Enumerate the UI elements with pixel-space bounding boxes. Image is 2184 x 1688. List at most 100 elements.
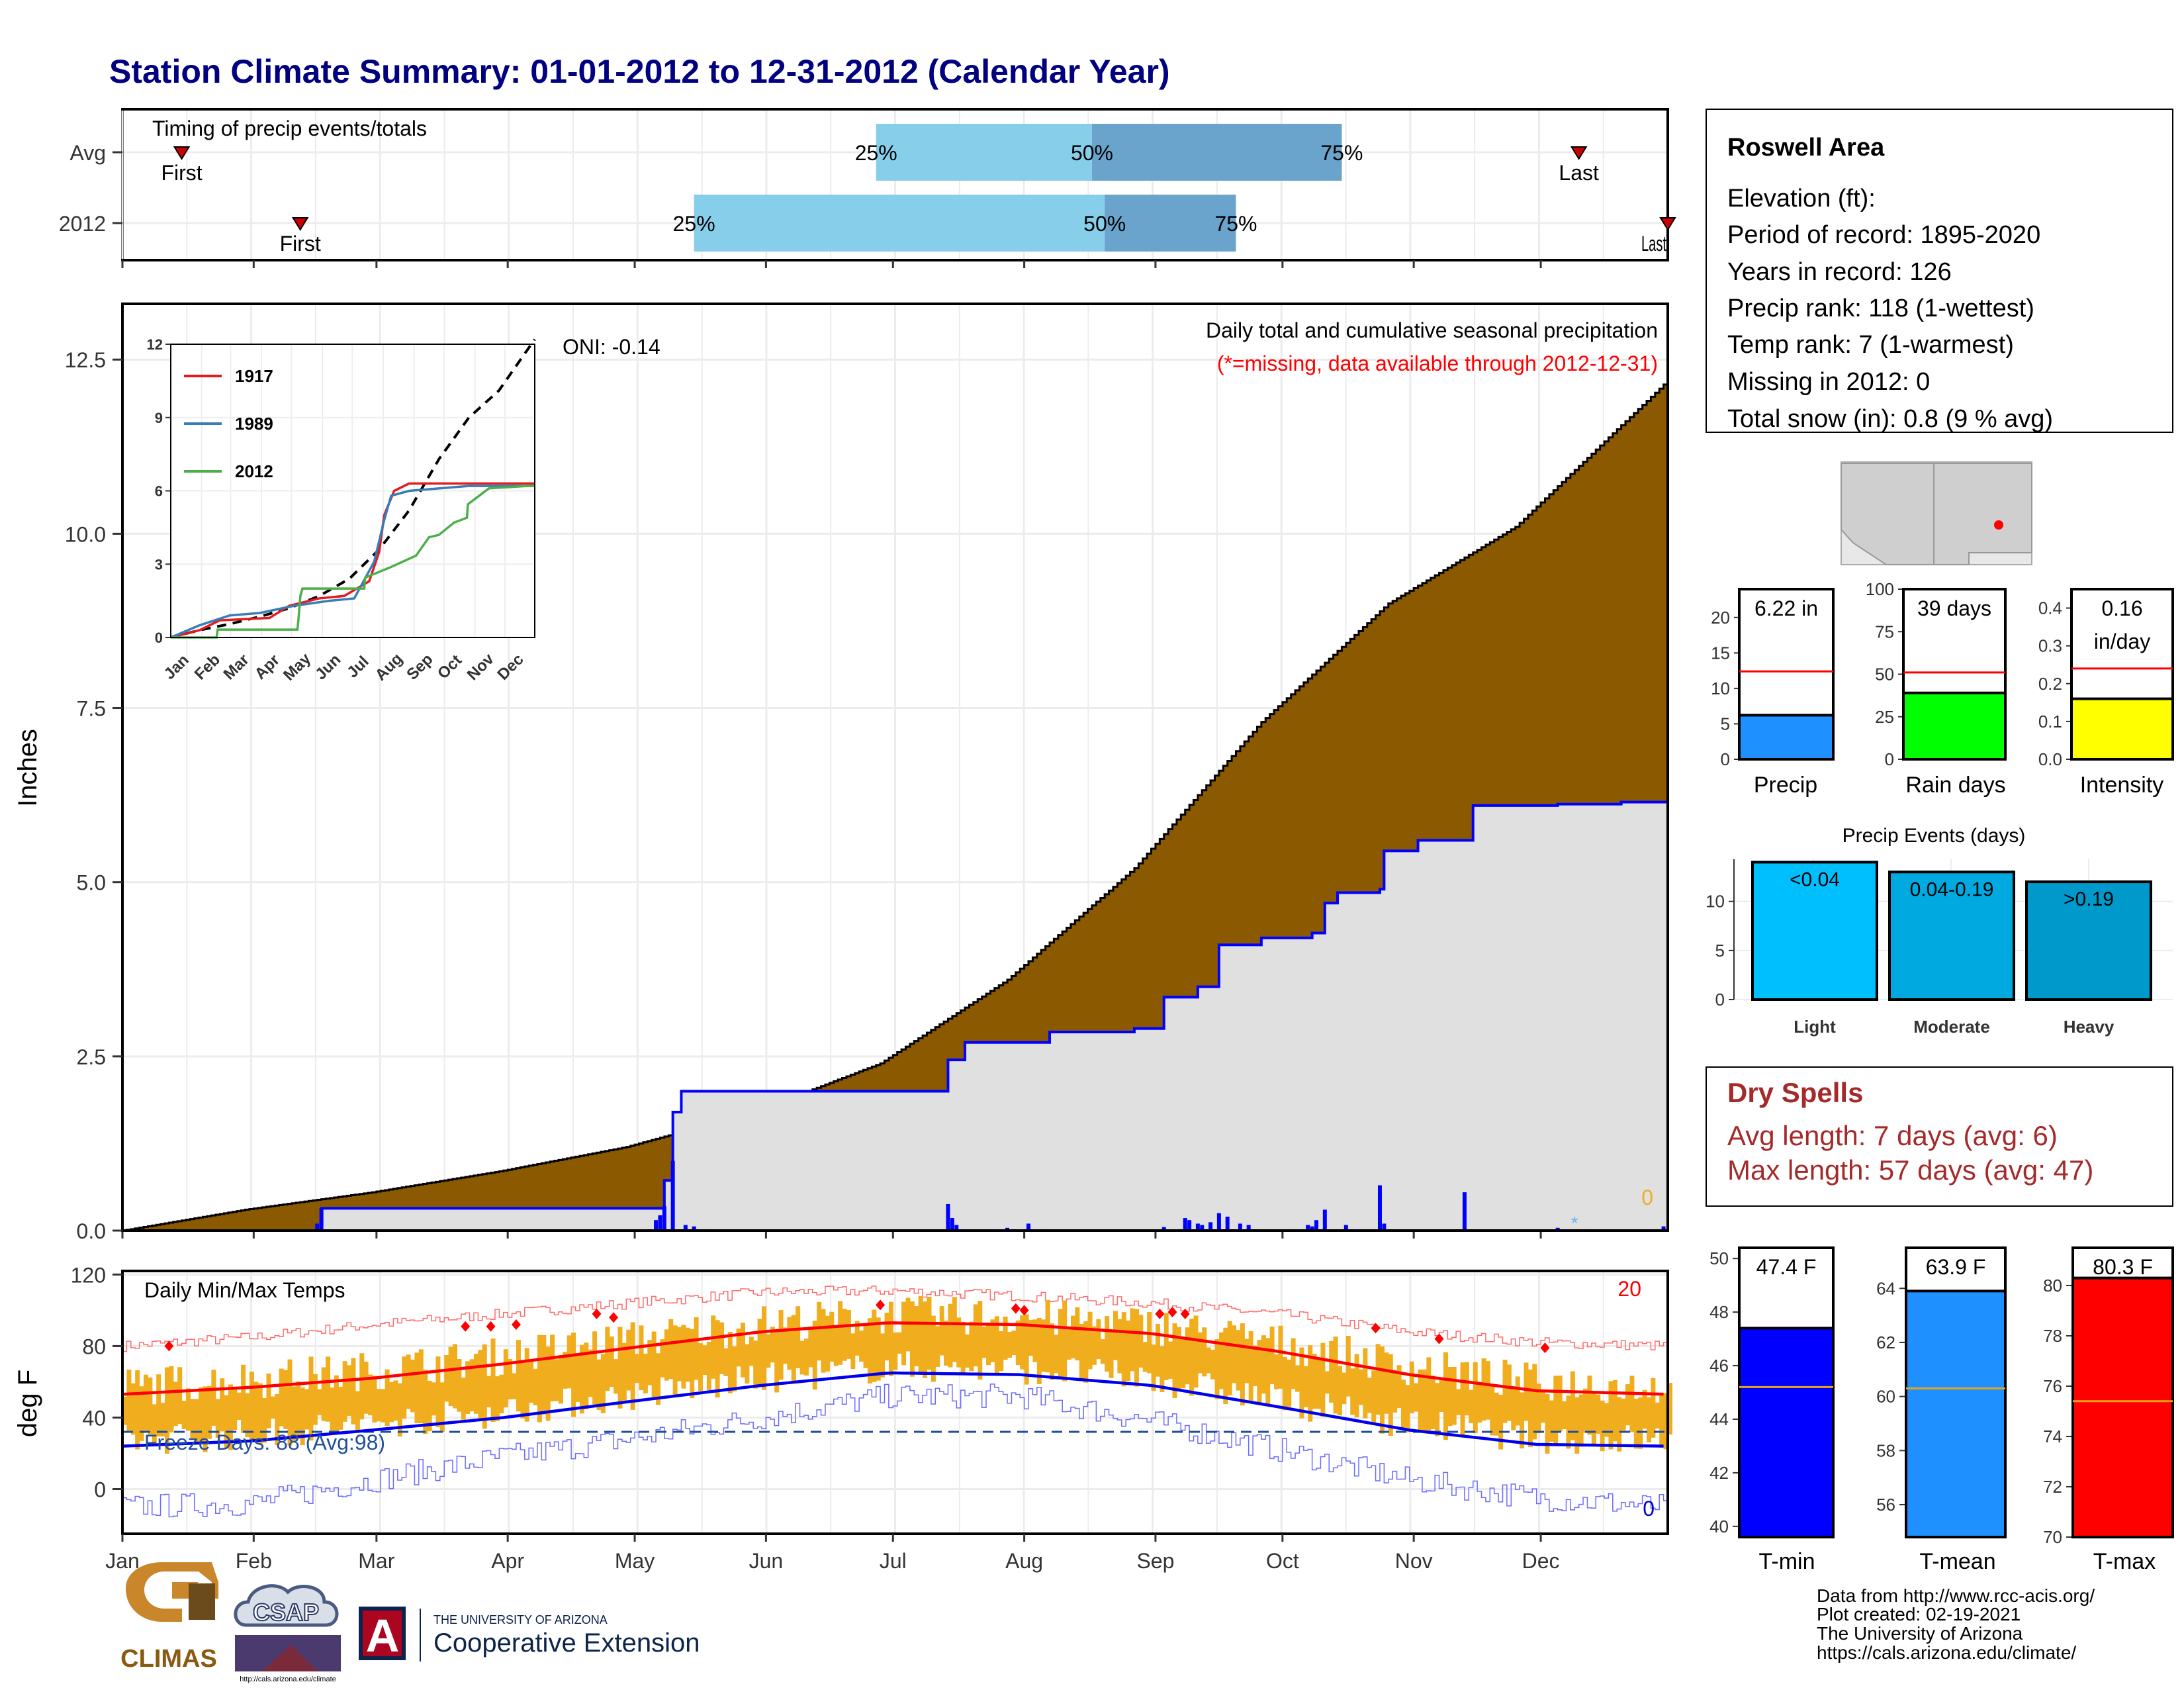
daily-temp-range-bar xyxy=(1091,1326,1097,1365)
csap-logo-url: http://cals.arizona.edu/climate xyxy=(240,1675,336,1683)
csap-cloud-icon xyxy=(234,1584,339,1627)
daily-temp-range-bar xyxy=(558,1354,563,1404)
daily-temp-range-bar xyxy=(1011,1331,1017,1355)
record-high-day-marker xyxy=(164,1340,174,1352)
daily-temp-range-bar xyxy=(199,1387,204,1443)
daily-temp-range-bar xyxy=(1287,1360,1292,1407)
temp-gauge-tick-label: 80 xyxy=(2043,1276,2062,1295)
temp-gauge-tick-label: 76 xyxy=(2043,1376,2062,1396)
daily-temp-range-bar xyxy=(448,1346,453,1407)
record-high-day-marker xyxy=(592,1308,602,1319)
daily-temp-range-bar xyxy=(1359,1369,1363,1405)
gauge-tick-label: 0.3 xyxy=(2038,636,2062,656)
daily-temp-range-bar xyxy=(1265,1338,1271,1405)
daily-temp-range-bar xyxy=(126,1369,132,1433)
gauge-tick-label: 100 xyxy=(1866,579,1894,599)
daily-temp-range-bar xyxy=(884,1312,889,1361)
daily-temp-range-bar xyxy=(1494,1392,1499,1436)
daily-temp-range-bar xyxy=(1168,1341,1173,1379)
daily-temp-range-bar xyxy=(1202,1327,1207,1377)
timing-last-label: Last xyxy=(1641,232,1666,256)
daily-temp-range-bar xyxy=(1100,1339,1105,1364)
timing-bar-q25-q50 xyxy=(876,124,1092,181)
daily-temp-range-bar xyxy=(342,1361,347,1422)
daily-temp-range-bar xyxy=(1066,1329,1071,1360)
credit-line-url: https://cals.arizona.edu/climate/ xyxy=(1817,1642,2076,1663)
record-high-day-marker xyxy=(1019,1305,1029,1316)
daily-precip-bar xyxy=(683,1225,688,1231)
daily-temp-range-bar xyxy=(761,1306,766,1390)
daily-temp-range-bar xyxy=(1342,1372,1347,1405)
daily-temp-range-bar xyxy=(1557,1376,1563,1432)
daily-temp-range-bar xyxy=(850,1333,856,1370)
daily-temp-range-bar xyxy=(1405,1385,1410,1432)
daily-temp-range-bar xyxy=(308,1356,314,1441)
daily-precip-bar xyxy=(315,1223,320,1231)
cumulative-2012-precip-area xyxy=(122,797,1669,1232)
daily-precip-bar xyxy=(1377,1185,1382,1231)
daily-temp-range-bar xyxy=(939,1306,944,1356)
daily-precip-bar xyxy=(1555,1227,1560,1231)
daily-precip-bar xyxy=(954,1225,959,1231)
month-label: May xyxy=(615,1549,655,1573)
daily-temp-range-bar xyxy=(397,1383,402,1437)
daily-temp-range-bar xyxy=(181,1400,187,1429)
daily-temp-range-bar xyxy=(190,1399,195,1440)
temp-panel-frame xyxy=(121,1270,1669,1535)
daily-temp-range-bar xyxy=(139,1386,144,1441)
daily-temp-range-bar xyxy=(660,1339,665,1378)
daily-temp-range-bar xyxy=(1469,1389,1474,1423)
daily-temp-range-bar xyxy=(901,1301,907,1366)
precip-y-tick-label: 2.5 xyxy=(77,1045,106,1069)
daily-temp-range-bar xyxy=(275,1393,280,1446)
daily-temp-range-bar xyxy=(694,1317,699,1380)
daily-temp-range-bar xyxy=(909,1301,915,1377)
daily-temp-range-bar xyxy=(1574,1397,1580,1454)
events-bar-text: 0.04-0.19 xyxy=(1910,878,1994,900)
daily-temp-range-bar xyxy=(541,1335,547,1415)
temp-gauge-label: T-mean xyxy=(1919,1549,1995,1574)
temp-title: Daily Min/Max Temps xyxy=(144,1278,345,1302)
daily-temp-range-bar xyxy=(927,1296,932,1370)
daily-temp-range-bar xyxy=(715,1320,720,1398)
daily-temp-range-bar xyxy=(621,1342,627,1401)
events-bar-heavy xyxy=(2025,880,2152,1001)
daily-temp-range-bar xyxy=(326,1356,331,1422)
precip-events-chart: Precip Events (days) 0 5 10 <0.04 Light 0.04-… xyxy=(1706,825,2173,1037)
daily-temp-range-bar xyxy=(512,1373,517,1399)
daily-precip-bar xyxy=(1462,1192,1467,1231)
daily-temp-range-bar xyxy=(359,1353,365,1420)
record-high-day-marker xyxy=(1371,1323,1381,1334)
temp-gauge-bar-t-mean xyxy=(1905,1289,2007,1539)
daily-temp-range-bar xyxy=(1253,1345,1258,1386)
daily-temp-range-bar xyxy=(969,1321,974,1372)
daily-temp-range-bar xyxy=(1553,1376,1559,1444)
daily-temp-range-bar xyxy=(524,1348,529,1422)
gauge-value-text: 6.22 in xyxy=(1754,596,1818,620)
record-high-day-marker xyxy=(1011,1303,1021,1314)
daily-temp-range-bar xyxy=(1485,1361,1490,1420)
daily-temp-range-bar xyxy=(1308,1345,1313,1422)
daily-temp-range-bar xyxy=(1105,1316,1110,1372)
daily-temp-range-bar xyxy=(1617,1397,1622,1452)
daily-precip-bar xyxy=(1225,1216,1230,1231)
daily-temp-range-bar xyxy=(1007,1332,1013,1358)
daily-temp-range-bar xyxy=(499,1374,504,1413)
daily-temp-range-bar xyxy=(596,1359,602,1410)
daily-temp-range-bar xyxy=(444,1354,449,1402)
daily-temp-range-bar xyxy=(1172,1323,1177,1399)
daily-temp-range-bar xyxy=(672,1325,678,1395)
daily-temp-range-bar xyxy=(1422,1369,1427,1432)
daily-temp-range-bar xyxy=(1261,1335,1266,1394)
daily-temp-range-bar xyxy=(579,1344,584,1414)
daily-temp-range-bar xyxy=(1633,1398,1639,1449)
daily-temp-range-bar xyxy=(1147,1311,1152,1374)
daily-temp-range-bar xyxy=(859,1330,864,1362)
daily-temp-range-bar xyxy=(1079,1324,1084,1382)
daily-temp-range-bar xyxy=(647,1340,653,1385)
gauge-bar-rain-days xyxy=(1902,691,2007,761)
daily-temp-range-bar xyxy=(723,1348,729,1376)
temp-gauge-value-text: 47.4 F xyxy=(1756,1255,1817,1279)
daily-precip-bar xyxy=(654,1220,659,1231)
daily-temp-range-bar xyxy=(152,1404,157,1446)
